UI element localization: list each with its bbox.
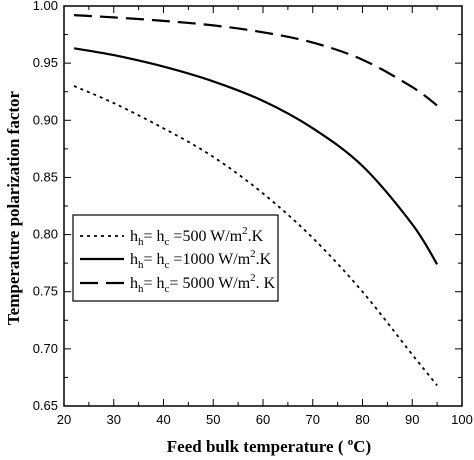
y-tick-label: 0.70 [33,341,58,356]
x-tick-label: 90 [405,412,419,427]
series-line-2 [73,47,439,265]
y-axis-title: Temperature polarization factor [4,90,23,325]
legend-label-3: hh= hc= 5000 W/m2. K [130,272,276,295]
plot-frame [63,5,463,407]
x-tick-label: 40 [156,412,170,427]
legend: hh= hc =500 W/m2.Khh= hc =1000 W/m2.Khh=… [72,214,279,302]
x-tick-label: 50 [206,412,220,427]
legend-label-2: hh= hc =1000 W/m2.K [130,248,272,271]
series-line-3 [73,14,438,107]
legend-label-1: hh= hc =500 W/m2.K [130,225,264,248]
y-tick-label: 0.85 [33,169,58,184]
x-tick-label: 70 [306,412,320,427]
x-tick-label: 20 [57,412,71,427]
y-tick-label: 0.90 [33,112,58,127]
y-tick-label: 1.00 [33,0,58,13]
y-tick-label: 0.95 [33,55,58,70]
x-tick-label: 30 [107,412,121,427]
y-tick-label: 0.75 [33,284,58,299]
x-tick-label: 100 [451,412,473,427]
x-tick-label: 80 [355,412,369,427]
x-axis-title: Feed bulk temperature ( oC) [167,436,371,456]
series-line-1 [73,85,438,386]
y-tick-label: 0.80 [33,227,58,242]
y-tick-label: 0.65 [33,398,58,413]
x-tick-label: 60 [256,412,270,427]
